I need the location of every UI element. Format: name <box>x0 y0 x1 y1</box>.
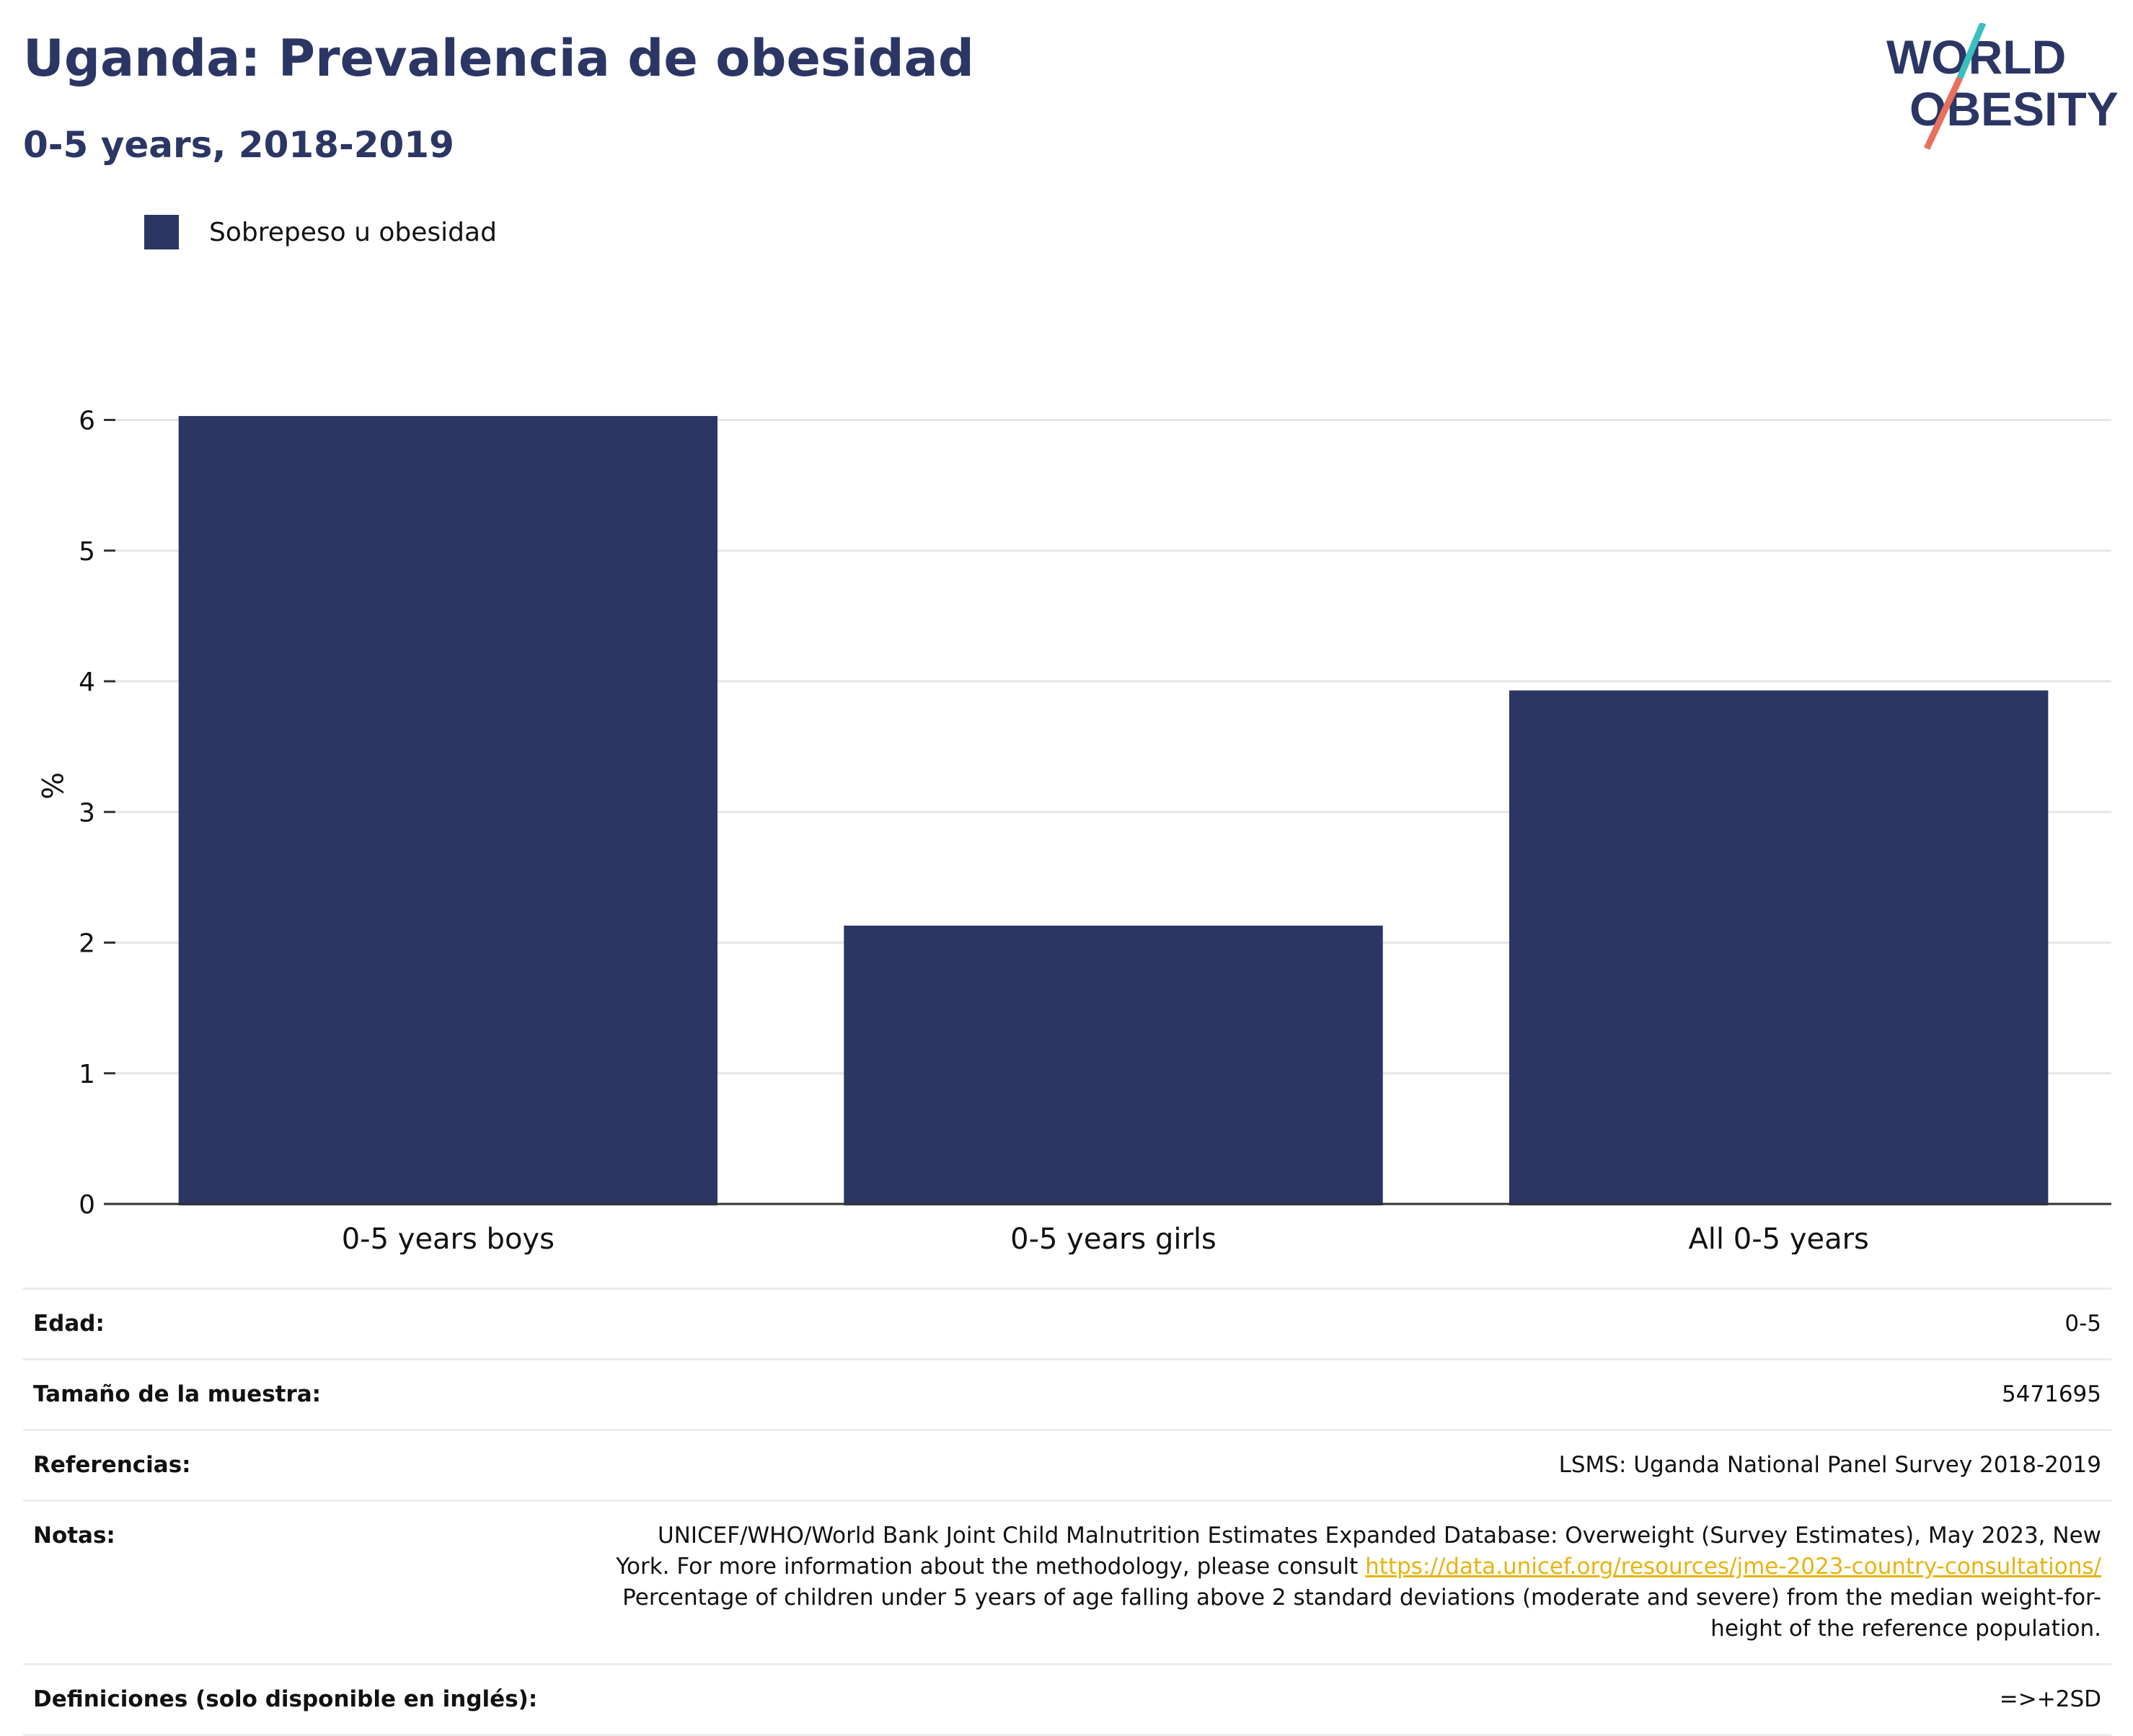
y-axis-ticks: 0 1 2 3 4 5 6 <box>79 407 115 1220</box>
logo-slash-coral <box>1923 76 1964 150</box>
bar <box>844 925 1383 1205</box>
definitions-value: =>+2SD <box>591 1663 2111 1736</box>
methodology-link[interactable]: https://data.unicef.org/resources/jme-20… <box>1365 1554 2101 1580</box>
references-label: Referencias: <box>23 1429 591 1501</box>
bars <box>178 416 2049 1205</box>
notes-definition-text: Percentage of children under 5 years of … <box>622 1585 2101 1642</box>
legend-label: Sobrepeso u obesidad <box>209 217 497 247</box>
info-row-notes: Notas: UNICEF/WHO/World Bank Joint Child… <box>23 1500 2111 1665</box>
y-tick-label: 6 <box>79 407 95 436</box>
y-tick-label: 0 <box>79 1190 95 1220</box>
legend-swatch <box>144 215 179 249</box>
bar-chart: 0 1 2 3 4 5 6 0-5 years boys 0-5 years girls All… <box>35 407 2111 1254</box>
info-row-sample: Tamaño de la muestra: 5471695 <box>23 1358 2111 1430</box>
notes-label: Notas: <box>23 1500 591 1665</box>
age-value: 0-5 <box>591 1288 2111 1360</box>
x-tick-label: All 0-5 years <box>1688 1223 1868 1254</box>
y-tick-label: 3 <box>79 798 95 828</box>
x-axis-labels: 0-5 years boys 0-5 years girls All 0-5 yea… <box>342 1223 1869 1254</box>
y-tick-label: 1 <box>79 1060 95 1089</box>
sample-label: Tamaño de la muestra: <box>23 1358 591 1430</box>
x-tick-label: 0-5 years girls <box>1010 1223 1216 1254</box>
references-value: LSMS: Uganda National Panel Survey 2018-… <box>591 1429 2111 1501</box>
notes-value: UNICEF/WHO/World Bank Joint Child Malnut… <box>591 1500 2111 1665</box>
y-tick-label: 2 <box>79 929 95 959</box>
logo-text-line2: OBESITY <box>1909 82 2119 136</box>
logo-slash-teal <box>1956 23 1987 79</box>
info-row-definitions: Definiciones (solo disponible en inglés)… <box>23 1663 2111 1736</box>
notes-text: UNICEF/WHO/World Bank Joint Child Malnut… <box>616 1523 2101 1580</box>
y-tick-label: 4 <box>79 668 95 697</box>
sample-value: 5471695 <box>591 1358 2111 1430</box>
info-row-references: Referencias: LSMS: Uganda National Panel… <box>23 1429 2111 1501</box>
legend: Sobrepeso u obesidad <box>144 215 497 249</box>
y-axis-label: % <box>35 772 68 800</box>
page-title: Uganda: Prevalencia de obesidad <box>23 29 975 88</box>
info-row-age: Edad: 0-5 <box>23 1288 2111 1360</box>
bar <box>178 416 718 1205</box>
y-tick-label: 5 <box>79 537 95 567</box>
definitions-label: Definiciones (solo disponible en inglés)… <box>23 1663 591 1736</box>
bar <box>1509 690 2049 1205</box>
world-obesity-logo: WORLD OBESITY <box>1886 23 2119 150</box>
info-table: Edad: 0-5 Tamaño de la muestra: 5471695 … <box>23 1288 2111 1736</box>
x-tick-label: 0-5 years boys <box>342 1223 555 1254</box>
age-label: Edad: <box>23 1288 591 1360</box>
page-subtitle: 0-5 years, 2018-2019 <box>23 124 454 166</box>
